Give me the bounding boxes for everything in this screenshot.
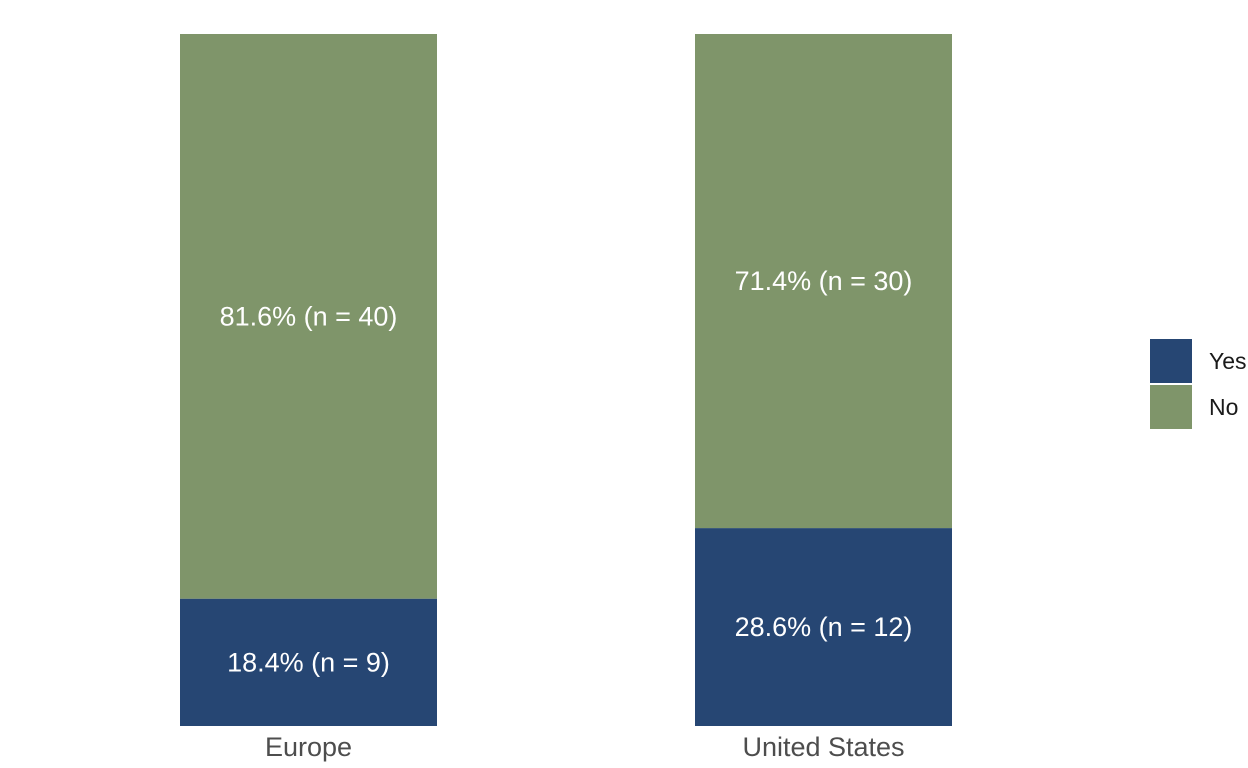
- bar-labels-layer: 18.4% (n = 9) 81.6% (n = 40) 28.6% (n = 12…: [220, 266, 913, 677]
- bar-data-label: 71.4% (n = 30): [735, 266, 913, 296]
- legend: Yes No: [1150, 339, 1247, 429]
- x-axis-tick-labels: Europe United States: [265, 732, 905, 762]
- x-tick-label: Europe: [265, 732, 352, 762]
- bars-layer: [180, 34, 952, 726]
- legend-key-no: [1150, 385, 1192, 429]
- bar-segment-no-united-states: [695, 34, 952, 529]
- bar-data-label: 18.4% (n = 9): [227, 647, 390, 677]
- bar-data-label: 28.6% (n = 12): [735, 612, 913, 642]
- legend-key-yes: [1150, 339, 1192, 383]
- bar-segment-yes-united-states: [695, 528, 952, 726]
- x-tick-label: United States: [742, 732, 904, 762]
- bar-data-label: 81.6% (n = 40): [220, 301, 398, 331]
- bar-segment-no-europe: [180, 34, 437, 599]
- bar-segment-yes-europe: [180, 598, 437, 726]
- legend-label-yes: Yes: [1209, 348, 1247, 374]
- legend-label-no: No: [1209, 394, 1238, 420]
